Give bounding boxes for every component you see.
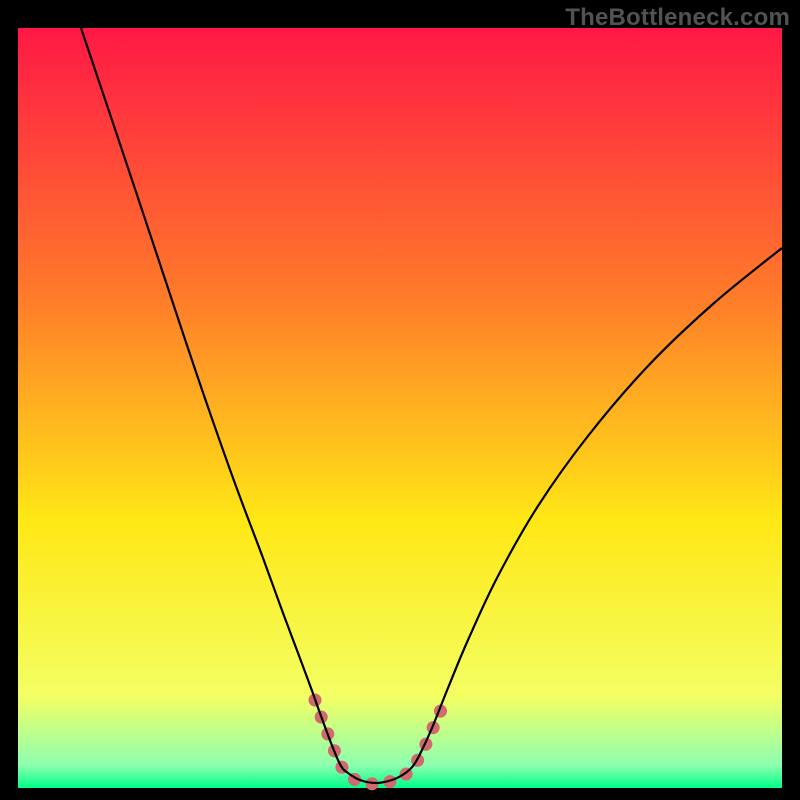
chart-frame: TheBottleneck.com — [0, 0, 800, 800]
valley-highlight — [315, 700, 441, 784]
plot-area — [18, 28, 782, 788]
watermark-text: TheBottleneck.com — [565, 4, 790, 32]
main-curve — [81, 28, 782, 783]
curves-layer — [18, 28, 782, 788]
